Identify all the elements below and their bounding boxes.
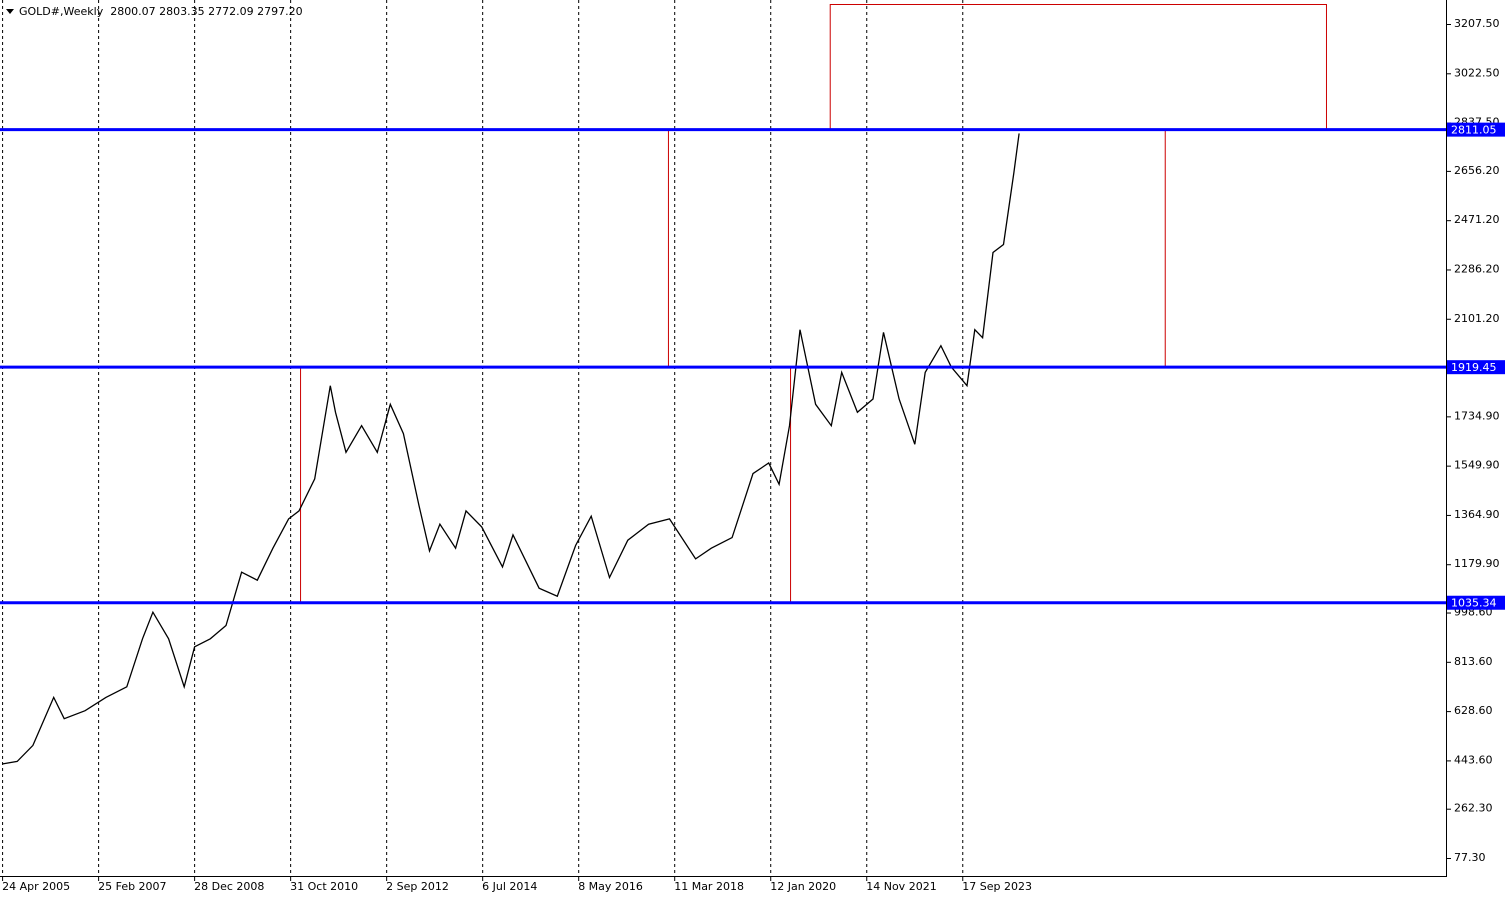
y-tick-label: 1549.90 — [1454, 459, 1500, 472]
y-tick-label: 813.60 — [1454, 655, 1493, 668]
y-tick-label: 77.30 — [1454, 851, 1486, 864]
x-tick-label: 12 Jan 2020 — [770, 880, 836, 893]
y-tick-label: 2101.20 — [1454, 312, 1500, 325]
level-label: 2811.05 — [1451, 124, 1497, 137]
y-tick-label: 1734.90 — [1454, 409, 1500, 422]
x-tick-label: 6 Jul 2014 — [482, 880, 537, 893]
level-label: 1919.45 — [1451, 361, 1497, 374]
y-tick-label: 2286.20 — [1454, 262, 1500, 275]
level-label: 1035.34 — [1451, 597, 1497, 610]
level-label-box — [1447, 595, 1505, 610]
x-tick-label: 28 Dec 2008 — [194, 880, 264, 893]
chart-title: GOLD#,Weekly 2800.07 2803.35 2772.09 279… — [19, 5, 303, 18]
y-tick-label: 1179.90 — [1454, 557, 1500, 570]
y-tick-label: 3022.50 — [1454, 66, 1500, 79]
dropdown-icon[interactable] — [6, 9, 14, 14]
x-tick-label: 31 Oct 2010 — [290, 880, 358, 893]
x-tick-label: 2 Sep 2012 — [386, 880, 449, 893]
y-tick-label: 2471.20 — [1454, 213, 1500, 226]
x-tick-label: 24 Apr 2005 — [2, 880, 70, 893]
plot-layer — [0, 0, 1446, 876]
y-tick-label: 628.60 — [1454, 704, 1493, 717]
y-tick-label: 3207.50 — [1454, 17, 1500, 30]
y-tick-label: 2656.20 — [1454, 164, 1500, 177]
x-tick-label: 14 Nov 2021 — [866, 880, 936, 893]
y-tick-label: 1364.90 — [1454, 508, 1500, 521]
x-tick-label: 8 May 2016 — [578, 880, 643, 893]
level-label-box — [1447, 122, 1505, 137]
level-label-box — [1447, 360, 1505, 375]
x-tick-label: 17 Sep 2023 — [962, 880, 1032, 893]
x-tick-label: 11 Mar 2018 — [674, 880, 744, 893]
y-tick-label: 443.60 — [1454, 753, 1493, 766]
y-tick-label: 262.30 — [1454, 802, 1493, 815]
x-tick-label: 25 Feb 2007 — [98, 880, 166, 893]
